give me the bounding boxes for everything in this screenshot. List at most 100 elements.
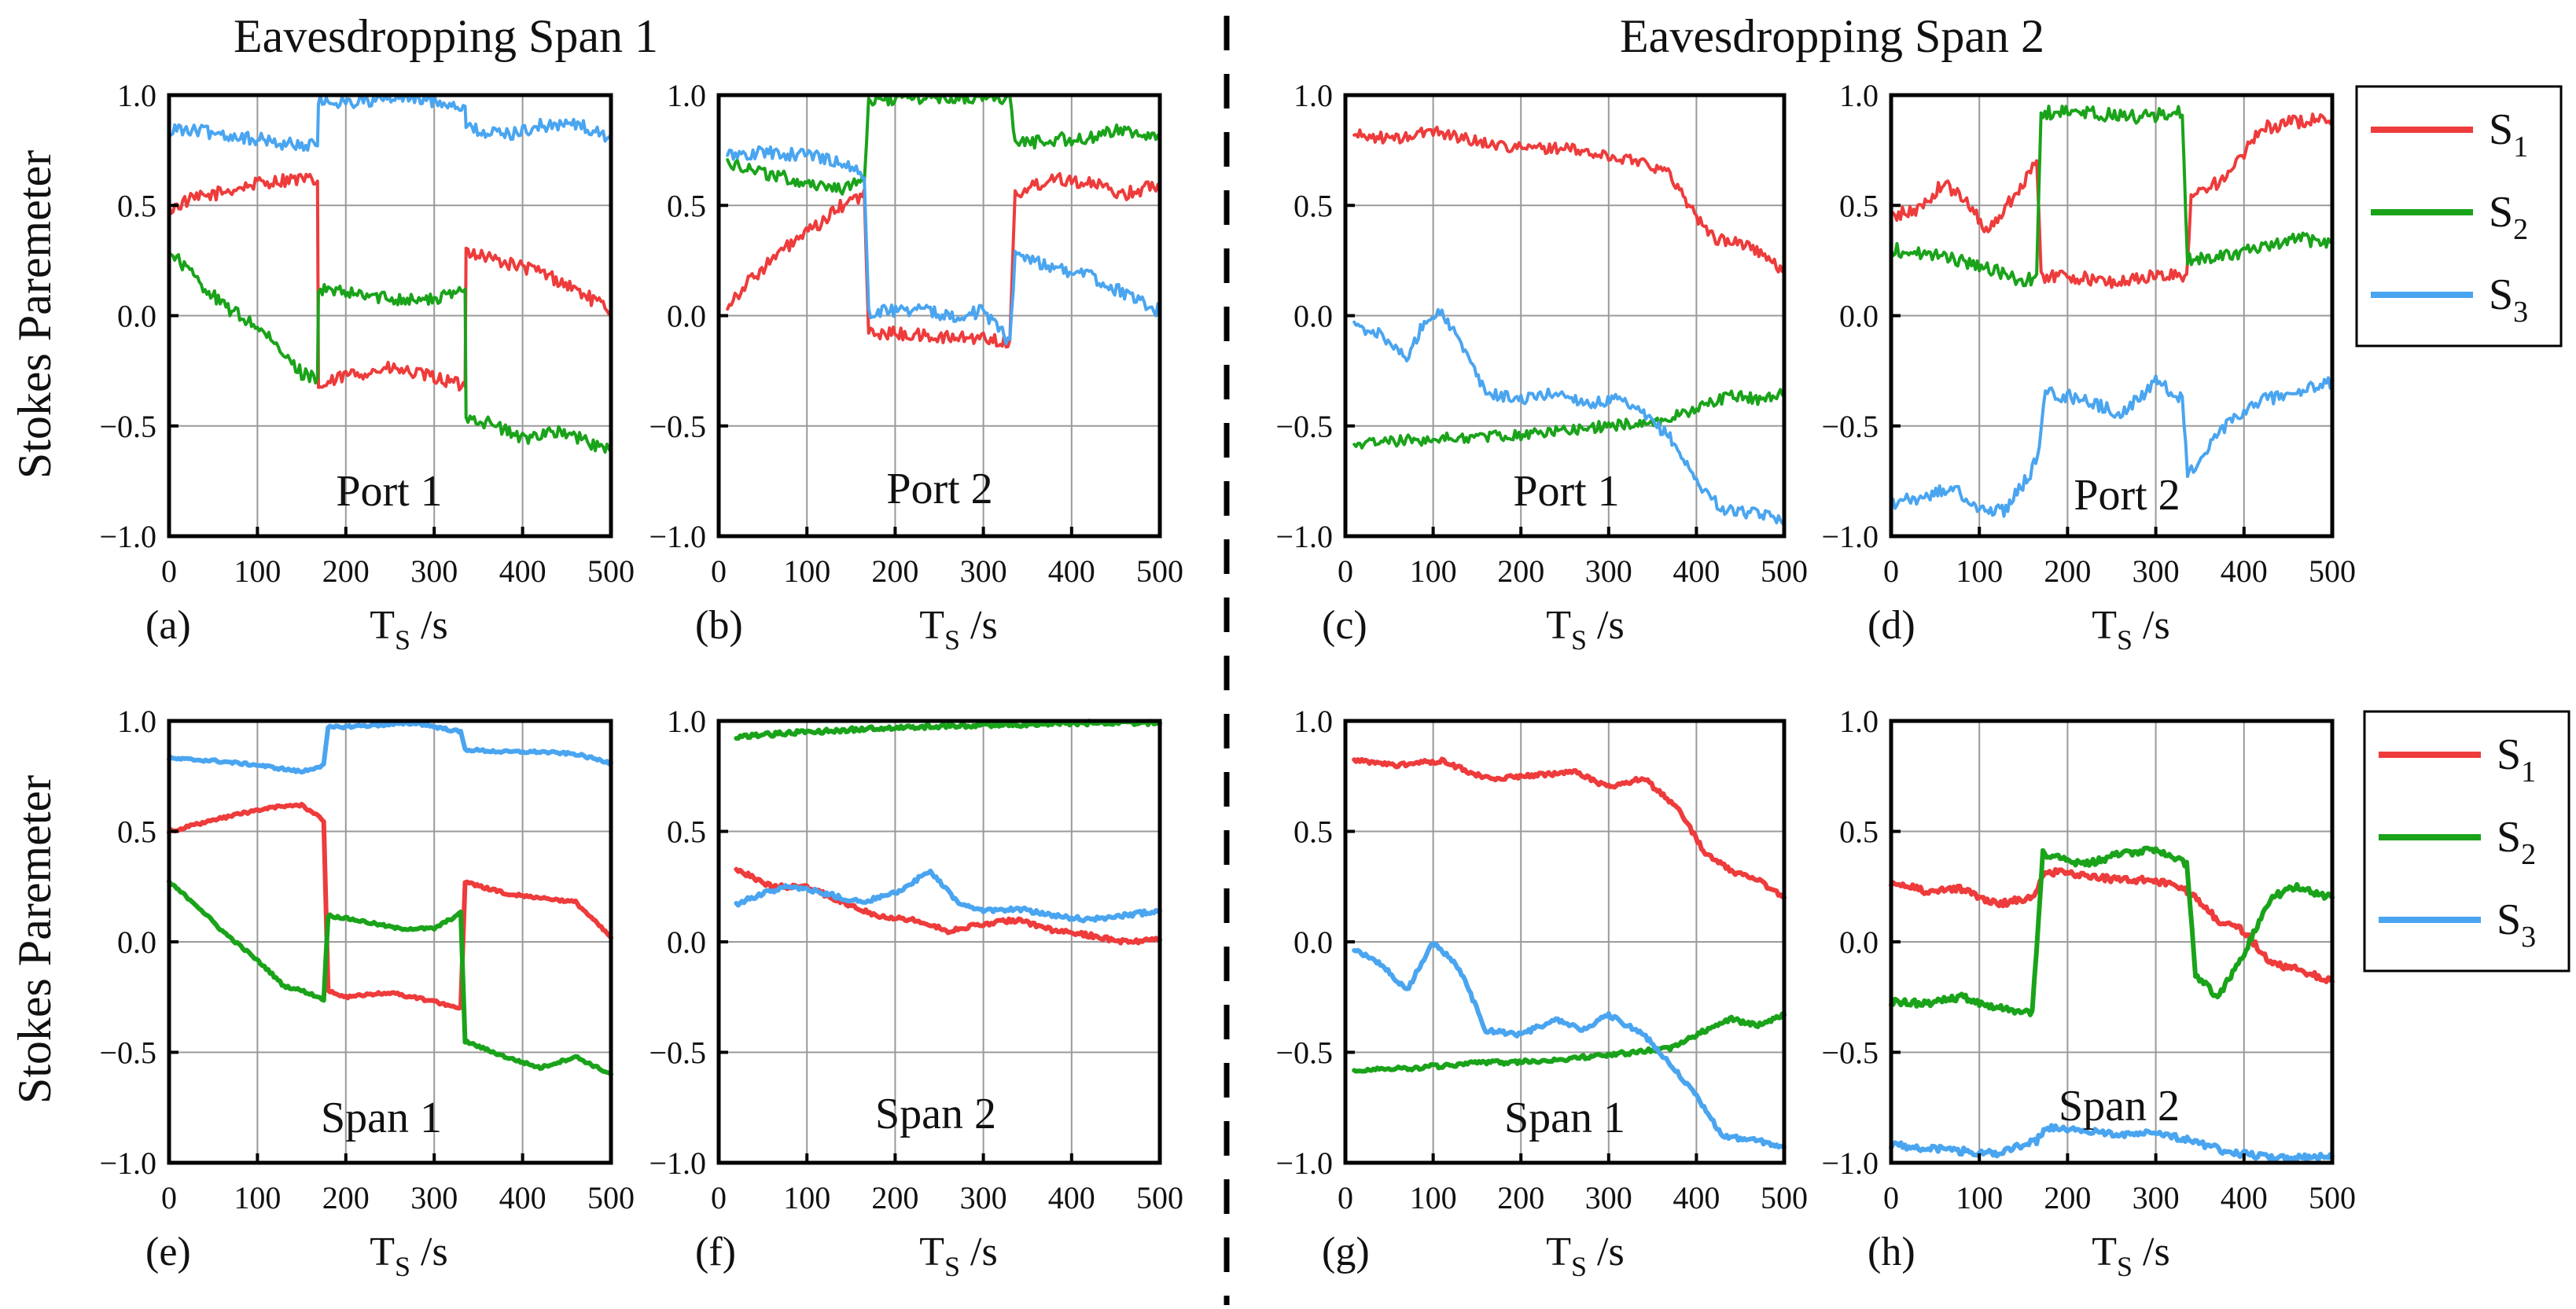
- x-tick-label: 0: [1883, 1180, 1899, 1215]
- series-line-s2: [1889, 845, 2335, 1017]
- y-tick-label: −1.0: [649, 519, 706, 554]
- panel-annotation: Port 2: [886, 465, 992, 513]
- x-tick-label: 400: [2221, 1180, 2268, 1215]
- y-tick-label: −1.0: [1821, 519, 1879, 554]
- x-tick-label: 200: [871, 553, 918, 589]
- x-tick-label: 400: [1048, 553, 1095, 589]
- y-tick-label: −0.5: [1821, 1035, 1879, 1071]
- x-tick-label: 200: [2044, 553, 2091, 589]
- x-tick-label: 500: [587, 1180, 635, 1215]
- y-tick-label: 0.0: [117, 925, 156, 960]
- y-tick-label: 1.0: [117, 78, 156, 113]
- y-tick-label: 0.0: [667, 925, 706, 960]
- legend-entry-label: S3: [2489, 270, 2528, 329]
- series-line-s2: [726, 94, 1161, 196]
- y-tick-label: −0.5: [1275, 1035, 1333, 1071]
- y-tick-label: 0.5: [1294, 814, 1333, 850]
- y-tick-label: 1.0: [1839, 78, 1879, 113]
- x-tick-label: 100: [783, 1180, 830, 1215]
- y-axis-label-top: Stokes Paremeter: [9, 150, 61, 479]
- y-tick-label: 1.0: [1839, 704, 1879, 739]
- series-line-s1: [726, 171, 1161, 349]
- x-tick-label: 400: [499, 1180, 546, 1215]
- x-tick-label: 0: [1338, 553, 1353, 589]
- x-tick-label: 300: [960, 553, 1007, 589]
- x-tick-label: 300: [2133, 553, 2180, 589]
- series-line-s1: [1889, 866, 2335, 984]
- y-tick-label: −1.0: [99, 1145, 156, 1181]
- legend-frame: [2363, 710, 2570, 973]
- y-tick-label: −0.5: [1821, 409, 1879, 444]
- x-tick-label: 300: [1585, 1180, 1632, 1215]
- x-axis-label: TS /s: [919, 603, 997, 656]
- y-tick-label: 0.5: [667, 188, 706, 223]
- panel-annotation: Span 2: [875, 1090, 996, 1138]
- panel-annotation: Port 2: [2074, 471, 2180, 520]
- panel-label: (e): [145, 1230, 191, 1274]
- x-tick-label: 400: [1673, 553, 1720, 589]
- x-tick-label: 100: [1956, 1180, 2003, 1215]
- x-tick-label: 300: [410, 1180, 458, 1215]
- y-tick-label: −0.5: [649, 1035, 706, 1071]
- x-tick-label: 100: [1410, 553, 1457, 589]
- legend-entry-label: S2: [2497, 813, 2536, 871]
- x-tick-label: 500: [1136, 553, 1183, 589]
- y-tick-label: 1.0: [667, 704, 706, 739]
- x-tick-label: 200: [1497, 1180, 1544, 1215]
- x-tick-label: 500: [1761, 1180, 1808, 1215]
- series-line-s2: [167, 251, 613, 454]
- series-line-s3: [167, 94, 613, 153]
- x-tick-label: 0: [1338, 1180, 1353, 1215]
- y-tick-label: 0.5: [1294, 188, 1333, 223]
- x-tick-label: 400: [2221, 553, 2268, 589]
- y-tick-label: 0.0: [1294, 925, 1333, 960]
- x-tick-label: 300: [410, 553, 458, 589]
- series-line-s3: [734, 868, 1162, 924]
- y-tick-label: 1.0: [117, 704, 156, 739]
- x-axis-label: TS /s: [1546, 1230, 1624, 1282]
- panel-label: (g): [1322, 1230, 1370, 1274]
- series-line-s1: [167, 172, 613, 392]
- x-tick-label: 500: [1761, 553, 1808, 589]
- panel-annotation: Port 1: [1513, 467, 1619, 516]
- legend-entry-label: S2: [2489, 188, 2528, 246]
- x-tick-label: 300: [1585, 553, 1632, 589]
- series-line-s2: [734, 719, 1162, 741]
- y-tick-label: 0.5: [117, 814, 156, 850]
- y-tick-label: 1.0: [1294, 78, 1333, 113]
- y-tick-label: 1.0: [667, 78, 706, 113]
- chart-panel-h: 0 100 200 300 400 500 1.0 0.5 0.0 −0.5 −1.0 (h) TS /…: [1821, 704, 2356, 1282]
- series-line-s2: [167, 879, 613, 1077]
- y-tick-label: −1.0: [1275, 1145, 1333, 1181]
- series-line-s3: [1889, 1123, 2335, 1164]
- x-tick-label: 100: [234, 553, 281, 589]
- chart-panel-c: 0 100 200 300 400 500 1.0 0.5 0.0 −0.5 −1.0 (c) TS /…: [1275, 78, 1808, 656]
- series-line-s1: [1352, 756, 1787, 900]
- series-line-s3: [1890, 374, 2334, 518]
- series-line-s1: [1890, 112, 2334, 289]
- series-line-s2: [1890, 105, 2334, 288]
- panel-label: (h): [1868, 1230, 1915, 1274]
- chart-panel-f: 0 100 200 300 400 500 1.0 0.5 0.0 −0.5 −1.0 (f) TS /…: [649, 704, 1183, 1282]
- x-tick-label: 500: [2309, 553, 2356, 589]
- series-line-s1: [1352, 125, 1786, 274]
- x-tick-label: 500: [587, 553, 635, 589]
- legend-frame: [2355, 85, 2563, 347]
- x-tick-label: 0: [711, 1180, 727, 1215]
- x-tick-label: 0: [161, 553, 177, 589]
- section-title-eavesdropping-span-2: Eavesdropping Span 2: [1620, 10, 2044, 62]
- legend-entry-label: S1: [2489, 105, 2528, 164]
- x-tick-label: 100: [1410, 1180, 1457, 1215]
- x-axis-label: TS /s: [2092, 1230, 2169, 1282]
- chart-panel-d: 0 100 200 300 400 500 1.0 0.5 0.0 −0.5 −1.0 (d) TS /…: [1821, 78, 2356, 656]
- x-tick-label: 300: [2133, 1180, 2180, 1215]
- x-tick-label: 200: [322, 1180, 370, 1215]
- y-tick-label: −0.5: [99, 1035, 156, 1071]
- y-tick-label: 0.5: [1839, 814, 1879, 850]
- x-tick-label: 200: [2044, 1180, 2091, 1215]
- series-line-s2: [1352, 388, 1786, 450]
- y-tick-label: −1.0: [649, 1145, 706, 1181]
- panel-label: (a): [145, 603, 191, 648]
- y-tick-label: 0.0: [1294, 299, 1333, 334]
- panel-label: (c): [1322, 603, 1367, 648]
